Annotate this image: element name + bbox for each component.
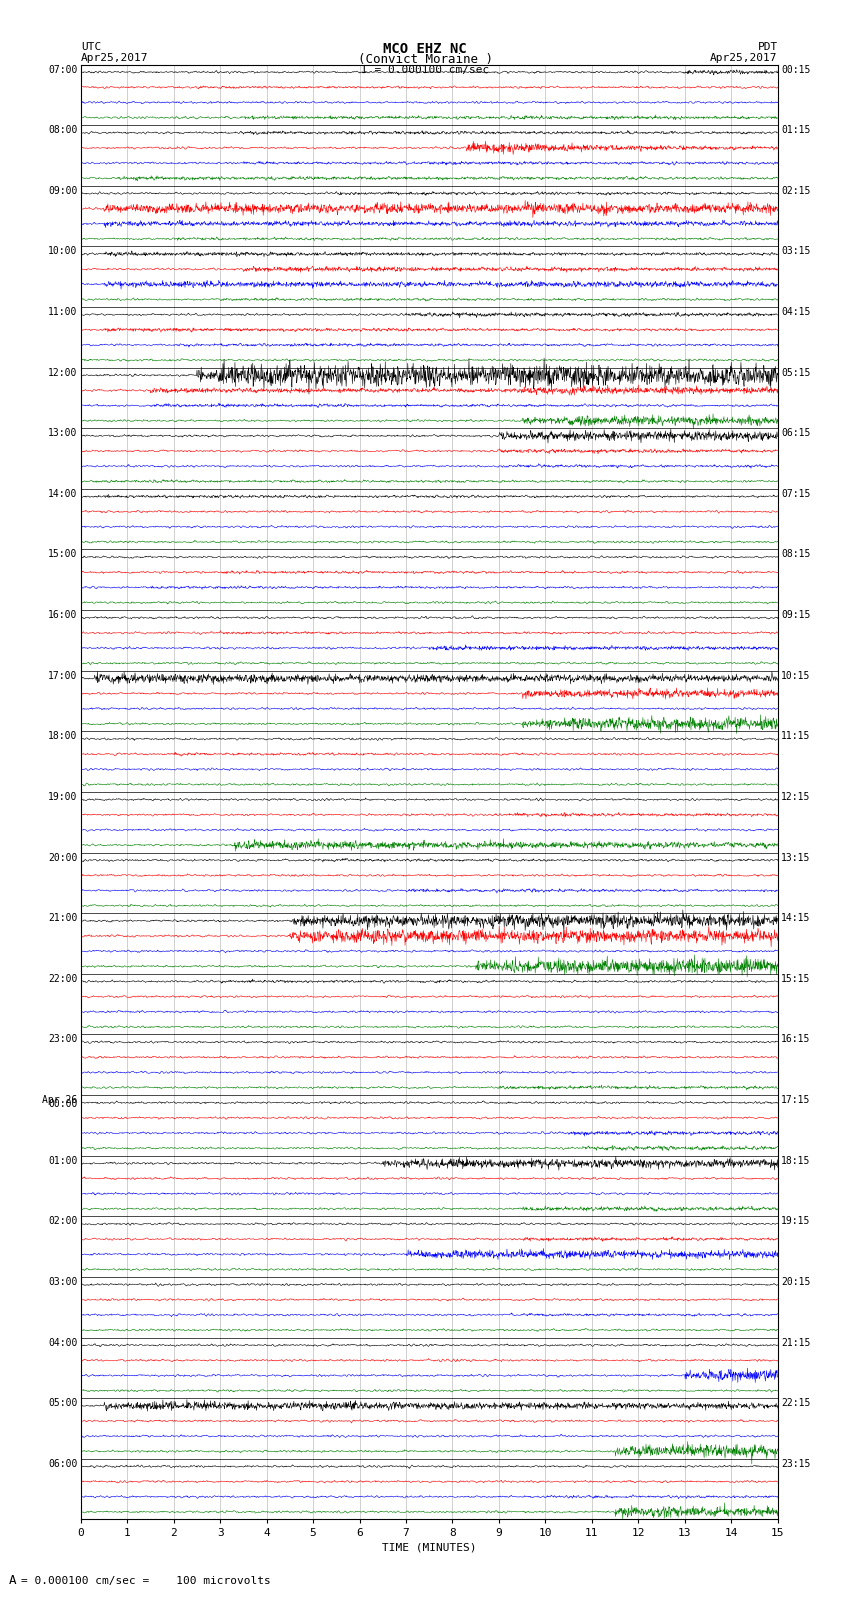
Text: 23:00: 23:00 — [48, 1034, 77, 1045]
Text: 11:00: 11:00 — [48, 306, 77, 318]
Text: A: A — [8, 1574, 16, 1587]
Text: 11:15: 11:15 — [781, 731, 811, 742]
Text: UTC: UTC — [81, 42, 101, 52]
Text: 17:00: 17:00 — [48, 671, 77, 681]
Text: 15:00: 15:00 — [48, 550, 77, 560]
Text: 09:00: 09:00 — [48, 185, 77, 195]
Text: 06:00: 06:00 — [48, 1458, 77, 1469]
Text: 03:00: 03:00 — [48, 1277, 77, 1287]
Text: 20:00: 20:00 — [48, 853, 77, 863]
Text: 00:00: 00:00 — [48, 1100, 77, 1110]
Text: 07:00: 07:00 — [48, 65, 77, 74]
Text: Apr 26: Apr 26 — [42, 1095, 77, 1105]
Text: 20:15: 20:15 — [781, 1277, 811, 1287]
Text: 12:15: 12:15 — [781, 792, 811, 802]
Text: 14:15: 14:15 — [781, 913, 811, 923]
Text: 19:15: 19:15 — [781, 1216, 811, 1226]
Text: 18:15: 18:15 — [781, 1155, 811, 1166]
Text: 05:15: 05:15 — [781, 368, 811, 377]
Text: 13:15: 13:15 — [781, 853, 811, 863]
Text: 23:15: 23:15 — [781, 1458, 811, 1469]
Text: 19:00: 19:00 — [48, 792, 77, 802]
Text: 07:15: 07:15 — [781, 489, 811, 498]
Text: Apr25,2017: Apr25,2017 — [711, 53, 778, 63]
Text: 10:15: 10:15 — [781, 671, 811, 681]
Text: 22:15: 22:15 — [781, 1398, 811, 1408]
Text: MCO EHZ NC: MCO EHZ NC — [383, 42, 467, 56]
Text: 09:15: 09:15 — [781, 610, 811, 619]
Text: 16:00: 16:00 — [48, 610, 77, 619]
Text: PDT: PDT — [757, 42, 778, 52]
Text: 12:00: 12:00 — [48, 368, 77, 377]
Text: I = 0.000100 cm/sec: I = 0.000100 cm/sec — [361, 65, 489, 74]
Text: 16:15: 16:15 — [781, 1034, 811, 1045]
Text: 22:00: 22:00 — [48, 974, 77, 984]
Text: 18:00: 18:00 — [48, 731, 77, 742]
Text: 15:15: 15:15 — [781, 974, 811, 984]
Text: 01:15: 01:15 — [781, 126, 811, 135]
Text: 03:15: 03:15 — [781, 247, 811, 256]
Text: = 0.000100 cm/sec =    100 microvolts: = 0.000100 cm/sec = 100 microvolts — [21, 1576, 271, 1586]
Text: 08:00: 08:00 — [48, 126, 77, 135]
Text: 04:15: 04:15 — [781, 306, 811, 318]
Text: 01:00: 01:00 — [48, 1155, 77, 1166]
Text: 08:15: 08:15 — [781, 550, 811, 560]
Text: 17:15: 17:15 — [781, 1095, 811, 1105]
Text: 10:00: 10:00 — [48, 247, 77, 256]
Text: 02:15: 02:15 — [781, 185, 811, 195]
Text: Apr25,2017: Apr25,2017 — [81, 53, 148, 63]
Text: 05:00: 05:00 — [48, 1398, 77, 1408]
Text: 21:15: 21:15 — [781, 1337, 811, 1347]
Text: 13:00: 13:00 — [48, 427, 77, 439]
Text: 02:00: 02:00 — [48, 1216, 77, 1226]
Text: 14:00: 14:00 — [48, 489, 77, 498]
Text: 21:00: 21:00 — [48, 913, 77, 923]
X-axis label: TIME (MINUTES): TIME (MINUTES) — [382, 1542, 477, 1553]
Text: 04:00: 04:00 — [48, 1337, 77, 1347]
Text: (Convict Moraine ): (Convict Moraine ) — [358, 53, 492, 66]
Text: 06:15: 06:15 — [781, 427, 811, 439]
Text: 00:15: 00:15 — [781, 65, 811, 74]
